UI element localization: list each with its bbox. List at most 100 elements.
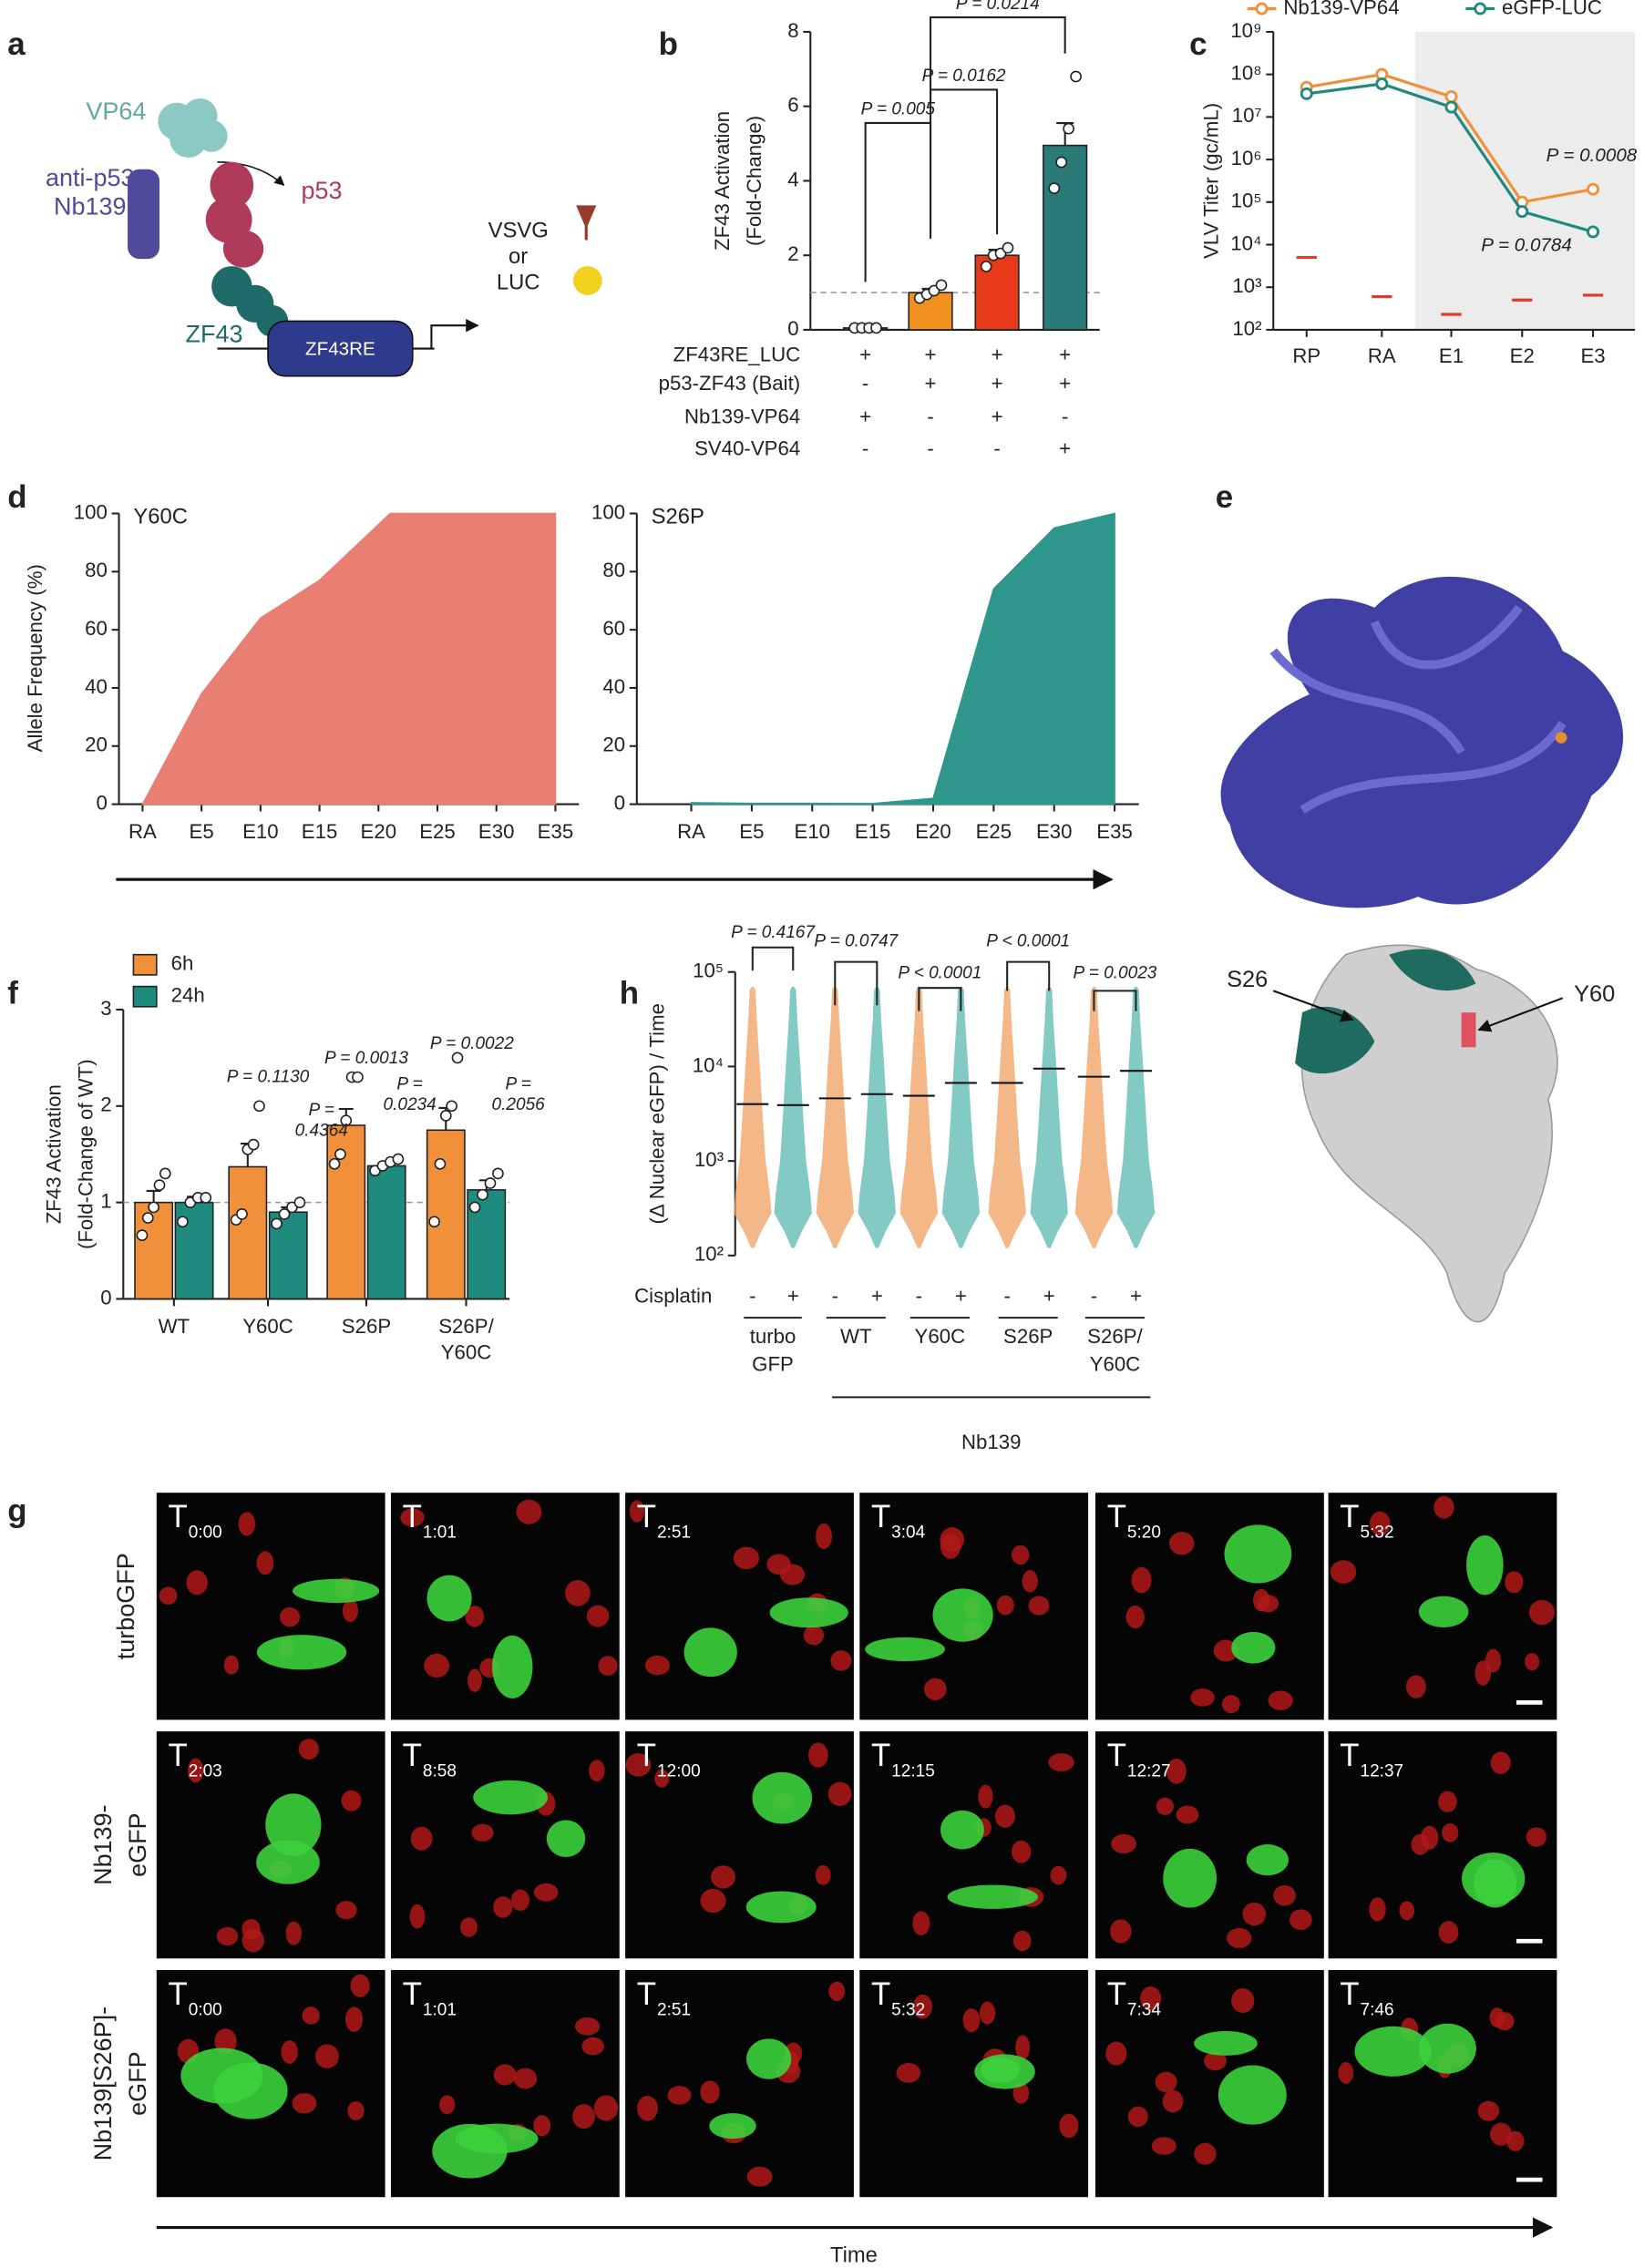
x-tick-label: E20 — [361, 820, 397, 843]
marker — [1444, 90, 1458, 104]
y-tick-label: 10⁹ — [1230, 19, 1261, 42]
nucleus — [700, 1888, 726, 1914]
nucleus — [1012, 2082, 1030, 2104]
x-tick-label: E25 — [976, 820, 1012, 843]
nucleus — [400, 1508, 425, 1527]
nucleus — [347, 2101, 365, 2120]
panel-label: h — [620, 975, 639, 1011]
nucleus — [586, 1605, 610, 1627]
nucleus — [1222, 1695, 1240, 1713]
nucleus — [314, 2044, 339, 2068]
nucleus — [1442, 1822, 1459, 1842]
nucleus — [439, 2095, 456, 2115]
data-point — [253, 1100, 265, 1113]
structure-e: S26 Y60 — [1220, 576, 1624, 1323]
data-point — [980, 261, 992, 272]
panel-label: g — [7, 1493, 26, 1529]
nucleus — [533, 2115, 551, 2137]
p-value: P = 0.0784 — [1481, 234, 1572, 255]
nucleus — [644, 1655, 670, 1676]
nucleus — [1156, 1797, 1174, 1815]
vp64-shape — [158, 97, 228, 159]
data-point — [439, 1110, 452, 1122]
sign: + — [859, 405, 871, 428]
sign: - — [862, 372, 868, 395]
x-tick-label: S26P — [342, 1315, 391, 1338]
marker — [1587, 182, 1600, 196]
nucleus — [1111, 1833, 1136, 1854]
bar — [426, 1129, 466, 1300]
cell — [426, 1575, 472, 1622]
nucleus — [1474, 1660, 1492, 1686]
data-point — [328, 1157, 341, 1170]
nucleus — [186, 1570, 208, 1596]
distribution-cloud — [734, 986, 772, 1248]
cell — [1466, 1534, 1504, 1596]
nucleus — [533, 1883, 559, 1902]
legend-label: eGFP-LUC — [1502, 0, 1602, 18]
cell — [769, 1597, 848, 1628]
x-tick-label: E35 — [538, 820, 574, 843]
p-value: P = 0.0013 — [324, 1049, 408, 1068]
data-point — [293, 1196, 306, 1208]
bar — [134, 1201, 174, 1300]
legend-swatch — [132, 985, 158, 1008]
bar — [1043, 144, 1088, 331]
nucleus — [962, 2008, 981, 2033]
nucleus — [803, 1625, 825, 1646]
cell — [265, 1793, 322, 1856]
x-tick-label: RA — [677, 820, 705, 843]
time-label: 5:32 — [891, 2000, 925, 2019]
nucleus — [574, 2017, 601, 2036]
area — [141, 512, 557, 806]
row-label: Nb139[S26P]- eGFP — [89, 2006, 151, 2160]
nucleus — [238, 1512, 256, 1536]
treatment-sign: + — [1043, 1285, 1055, 1308]
time-label: 1:01 — [423, 2000, 457, 2019]
label: p53 — [302, 177, 343, 204]
nucleus — [471, 1823, 494, 1842]
time-prefix: T — [637, 1976, 656, 2012]
nucleus — [1204, 2051, 1227, 2071]
nucleus — [510, 1889, 530, 1911]
y-axis-label-line: (Fold-Change) — [743, 116, 765, 246]
nucleus — [1438, 1791, 1457, 1812]
nucleus — [335, 1901, 357, 1920]
bar — [326, 1124, 366, 1300]
cell — [213, 2062, 288, 2119]
time-label: 1:01 — [423, 1524, 457, 1543]
data-point — [153, 1179, 166, 1191]
x-tick-label: E15 — [302, 820, 338, 843]
x-tick-label: Y60C — [242, 1315, 293, 1338]
nucleus — [1438, 1921, 1459, 1944]
nucleus — [1369, 1897, 1386, 1922]
y-tick-label: 60 — [602, 617, 625, 640]
nucleus — [1369, 1511, 1391, 1536]
nucleus — [1525, 1653, 1540, 1671]
time-prefix: T — [871, 1499, 890, 1534]
nucleus — [342, 1599, 358, 1623]
group-label: Nb139 — [961, 1431, 1021, 1453]
nucleus — [816, 1523, 832, 1550]
nucleus — [808, 1742, 828, 1768]
data-point — [236, 1207, 248, 1220]
data-point — [247, 1138, 260, 1151]
arrow — [430, 318, 479, 349]
time-label: 7:46 — [1361, 2000, 1394, 2019]
nucleus — [1059, 2113, 1079, 2139]
row-label: p53-ZF43 (Bait) — [659, 372, 801, 395]
luc-icon — [572, 266, 602, 295]
nucleus — [1151, 2137, 1176, 2155]
nucleus — [187, 1758, 204, 1783]
y-tick-label: 60 — [85, 617, 108, 640]
marker — [1516, 205, 1529, 219]
data-point — [446, 1100, 457, 1113]
shaded-region — [1414, 31, 1636, 330]
sign: + — [992, 372, 1003, 395]
cell — [1231, 1631, 1276, 1664]
cell — [455, 2123, 539, 2154]
nucleus — [1127, 2106, 1148, 2128]
data-point — [340, 1114, 353, 1127]
treatment-sign: - — [1091, 1285, 1097, 1308]
